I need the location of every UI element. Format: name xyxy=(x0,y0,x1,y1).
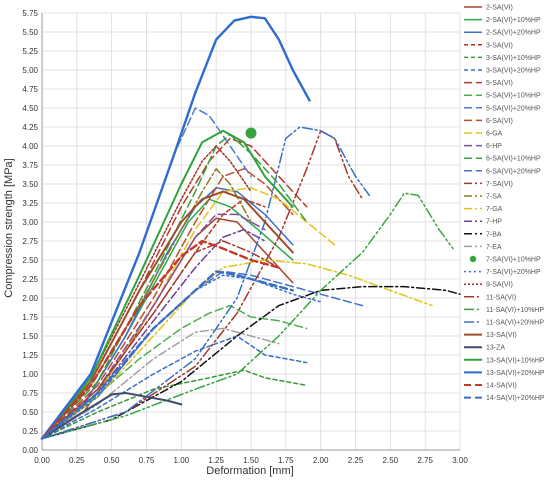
y-axis-label: Compression strength [MPa] xyxy=(3,158,15,297)
legend-label: 11-SA(VI) xyxy=(486,294,516,301)
x-tick-label: 2.00 xyxy=(313,456,329,465)
legend-label: 7-EA xyxy=(486,244,502,251)
legend-label: 3-SA(VI)+10%HP xyxy=(486,55,541,62)
series-line-14-sa-vi-20-hp xyxy=(40,270,294,440)
series-line-13-sa-vi-10-hp xyxy=(41,129,294,440)
y-tick-label: 4.00 xyxy=(22,142,38,151)
series-line-13-sa-vi-20-hp xyxy=(40,15,311,440)
x-tick-label: 1.75 xyxy=(278,456,294,465)
series-line-6-sa-vi-20-hp xyxy=(41,270,364,440)
x-tick-label: 0.50 xyxy=(104,456,120,465)
legend-label: 7-HP xyxy=(486,219,502,226)
legend-label: 6-HP xyxy=(486,143,502,150)
legend-swatch xyxy=(469,255,477,263)
series-line-11-sa-vi xyxy=(41,130,364,440)
legend-label: 6-SA(VI) xyxy=(486,118,513,125)
series-layer xyxy=(40,15,461,440)
x-tick-label: 2.25 xyxy=(348,456,364,465)
legend-label: 5-SA(VI) xyxy=(486,80,513,87)
y-tick-label: 3.00 xyxy=(22,218,38,227)
legend-label: 2-SA(VI) xyxy=(486,5,513,12)
y-tick-label: 3.75 xyxy=(22,161,38,170)
y-tick-label: 2.50 xyxy=(22,256,38,265)
y-tick-label: 1.00 xyxy=(22,370,38,379)
y-tick-label: 1.50 xyxy=(22,332,38,341)
x-tick-label: 2.75 xyxy=(417,456,433,465)
series-line-13-za xyxy=(41,392,183,440)
x-tick-label: 3.00 xyxy=(452,456,468,465)
x-tick-label: 0.00 xyxy=(34,456,50,465)
legend-label: 11-SA(VI)+20%HP xyxy=(486,320,544,327)
series-line-11-sa-vi-20-hp xyxy=(41,126,371,440)
legend-label: 3-SA(VI)+20%HP xyxy=(486,68,541,75)
y-tick-label: 1.25 xyxy=(22,351,38,360)
x-tick-label: 1.00 xyxy=(174,456,190,465)
series-line-7-ba xyxy=(41,285,461,440)
legend-label: 14-SA(VI) xyxy=(486,383,517,390)
series-line-13-sa-vi xyxy=(41,190,294,440)
legend-label: 6-GA xyxy=(486,131,503,138)
legend-label: 11-SA(VI)+10%HP xyxy=(486,307,544,314)
legend-label: 7-GA xyxy=(486,206,503,213)
legend-label: 7-SA(VI) xyxy=(486,181,513,188)
series-line-7-sa-vi xyxy=(41,240,280,440)
legend-label: 6-SA(VI)+20%HP xyxy=(486,168,541,175)
y-tick-label: 2.00 xyxy=(22,294,38,303)
y-tick-label: 1.75 xyxy=(22,313,38,322)
y-tick-label: 4.25 xyxy=(22,123,38,132)
legend-label: 6-SA(VI)+10%HP xyxy=(486,156,541,163)
series-point-7-sa-vi-10-hp xyxy=(245,127,257,139)
legend-label: 7-SA(VI)+20%HP xyxy=(486,269,541,276)
series-line-7-ga xyxy=(41,259,433,440)
series-line-5-sa-vi-10-hp xyxy=(41,304,308,440)
y-tick-label: 2.75 xyxy=(22,237,38,246)
legend-label: 13-ZA xyxy=(486,345,505,352)
y-tick-label: 4.75 xyxy=(22,85,38,94)
y-tick-label: 5.00 xyxy=(22,66,38,75)
x-tick-label: 0.75 xyxy=(139,456,155,465)
x-tick-label: 1.50 xyxy=(243,456,259,465)
y-tick-label: 5.50 xyxy=(22,28,38,37)
legend-label: 13-SA(VI)+10%HP xyxy=(486,357,545,364)
series-line-7-sa-vi-20-hp xyxy=(41,274,322,440)
tick-labels: 0.00 0.25 0.50 0.75 1.00 1.25 1.50 1.75 2.00 2.25… xyxy=(22,9,468,465)
legend-label: 5-SA(VI)+20%HP xyxy=(486,105,541,112)
series-line-3-sa-vi-20-hp xyxy=(41,335,308,440)
legend: 2-SA(VI) 2-SA(VI)+10%HP 2-SA(VI)+20%HP 3-SA… xyxy=(464,5,545,402)
y-tick-label: 0.25 xyxy=(22,427,38,436)
x-axis-label: Deformation [mm] xyxy=(206,465,293,477)
legend-label: 5-SA(VI)+10%HP xyxy=(486,93,541,100)
legend-label: 7-BA xyxy=(486,231,502,238)
legend-label: 2-SA(VI)+20%HP xyxy=(486,30,541,37)
series-line-6-sa-vi xyxy=(41,168,294,440)
y-tick-label: 5.25 xyxy=(22,47,38,56)
legend-label: 13-SA(VI) xyxy=(486,332,517,339)
x-tick-label: 0.25 xyxy=(69,456,85,465)
legend-label: 2-SA(VI)+10%HP xyxy=(486,17,541,24)
y-tick-label: 0.75 xyxy=(22,389,38,398)
y-tick-label: 0.50 xyxy=(22,408,38,417)
y-tick-label: 5.75 xyxy=(22,9,38,18)
y-tick-label: 3.25 xyxy=(22,199,38,208)
series-line-14-sa-vi xyxy=(40,239,281,440)
legend-label: 14-SA(VI)+20%HP xyxy=(486,395,545,402)
legend-label: 9-SA(VI) xyxy=(486,282,513,289)
y-tick-label: 4.50 xyxy=(22,104,38,113)
legend-label: 13-SA(VI)+20%HP xyxy=(486,370,545,377)
y-tick-label: 3.50 xyxy=(22,180,38,189)
y-tick-label: 0.00 xyxy=(22,446,38,455)
y-tick-label: 2.25 xyxy=(22,275,38,284)
legend-label: 3-SA(VI) xyxy=(486,42,513,49)
legend-label: 7-SA xyxy=(486,194,502,201)
x-tick-label: 2.50 xyxy=(383,456,399,465)
legend-label: 7-SA(VI)+10%HP xyxy=(486,257,541,264)
series-line-3-sa-vi-10-hp xyxy=(41,369,308,440)
x-tick-label: 1.25 xyxy=(208,456,224,465)
series-line-7-ea xyxy=(41,327,280,440)
series-line-6-ga xyxy=(41,187,336,440)
series-line-11-sa-vi-10-hp xyxy=(41,192,454,440)
